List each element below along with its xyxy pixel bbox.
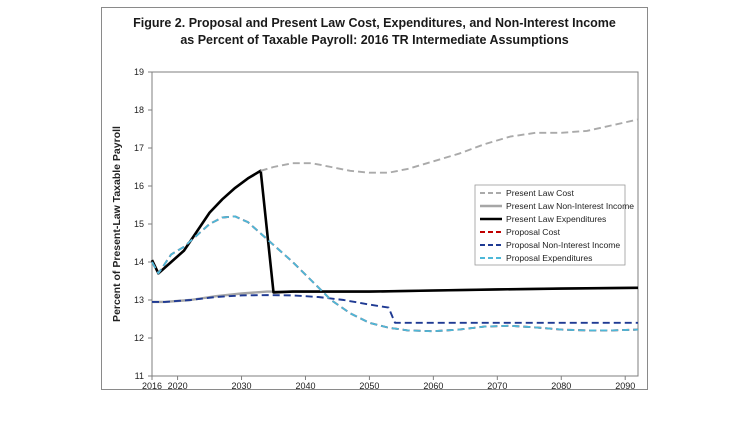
y-tick-label: 11 bbox=[135, 371, 144, 381]
legend-label: Proposal Cost bbox=[506, 227, 561, 237]
legend-label: Present Law Cost bbox=[506, 188, 574, 198]
y-tick-label: 19 bbox=[134, 67, 144, 77]
x-tick-label: 2060 bbox=[423, 381, 443, 391]
y-tick-label: 13 bbox=[134, 295, 144, 305]
x-tick-label: 2080 bbox=[551, 381, 571, 391]
y-tick-label: 14 bbox=[134, 257, 144, 267]
y-tick-label: 16 bbox=[134, 181, 144, 191]
x-tick-label: 2020 bbox=[168, 381, 188, 391]
y-tick-label: 18 bbox=[134, 105, 144, 115]
y-tick-label: 15 bbox=[134, 219, 144, 229]
y-axis-ticks: 11 12 13 14 15 16 17 18 19 bbox=[134, 67, 152, 381]
series-line-present-law-cost bbox=[260, 118, 639, 174]
legend-label: Proposal Non-Interest Income bbox=[506, 240, 620, 250]
x-tick-label: 2030 bbox=[232, 381, 252, 391]
x-tick-label: 2040 bbox=[295, 381, 315, 391]
series-group bbox=[150, 118, 639, 333]
series-line-proposal-non-interest-income bbox=[152, 294, 638, 324]
series-line-proposal-expenditures bbox=[151, 215, 639, 333]
x-tick-label: 2090 bbox=[615, 381, 635, 391]
legend-label: Proposal Expenditures bbox=[506, 253, 592, 263]
legend-box bbox=[474, 184, 626, 266]
x-axis-ticks: 2016 2020 2030 2040 2050 2060 2070 2080 2090 bbox=[142, 376, 635, 391]
y-axis-label: Percent of Present-Law Taxable Payroll bbox=[111, 126, 123, 322]
legend-label: Present Law Expenditures bbox=[506, 214, 606, 224]
x-tick-label: 2070 bbox=[487, 381, 507, 391]
legend-label: Present Law Non-Interest Income bbox=[506, 201, 634, 211]
legend: Present Law Cost Present Law Non-Interest… bbox=[474, 184, 634, 266]
y-tick-label: 12 bbox=[134, 333, 144, 343]
chart-title: Figure 2. Proposal and Present Law Cost,… bbox=[133, 16, 616, 30]
x-tick-label: 2050 bbox=[359, 381, 379, 391]
y-tick-label: 17 bbox=[134, 143, 144, 153]
chart-subtitle: as Percent of Taxable Payroll: 2016 TR I… bbox=[180, 33, 569, 47]
x-tick-label: 2016 bbox=[142, 381, 162, 391]
